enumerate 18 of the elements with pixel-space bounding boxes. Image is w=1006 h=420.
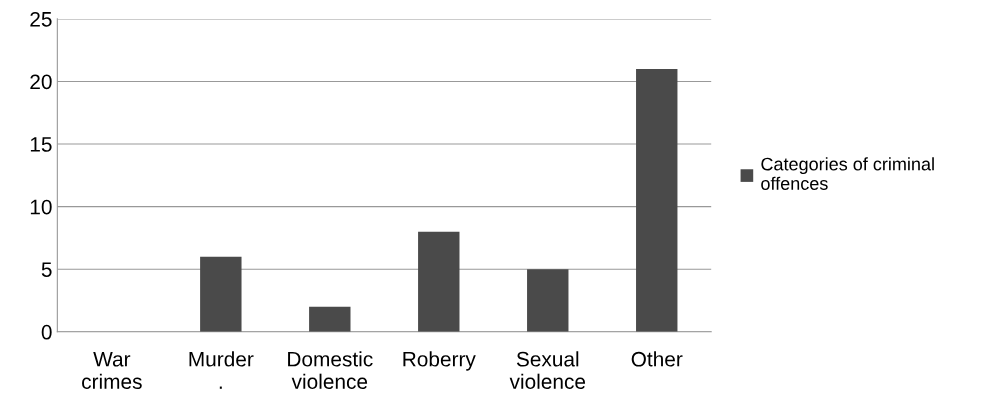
x-tick-label: Murder . <box>189 351 254 389</box>
y-tick-label: 0 <box>41 324 52 340</box>
bar <box>527 269 569 332</box>
legend-label: Categories of criminal offences <box>761 157 934 190</box>
x-tick-label: Roberry <box>403 351 476 371</box>
y-tick-label: 15 <box>30 137 52 152</box>
bar <box>418 231 460 332</box>
y-tick-label: 20 <box>30 74 52 90</box>
x-tick-label: War crimes <box>82 352 142 389</box>
bar <box>636 68 678 332</box>
y-tick-label: 5 <box>41 262 52 277</box>
bar <box>200 256 242 332</box>
y-tick-label: 25 <box>30 11 52 27</box>
x-tick-label: Domestic violence <box>288 351 373 389</box>
x-tick-label: Sexual violence <box>509 351 586 389</box>
y-tick-label: 10 <box>30 199 52 215</box>
bar <box>309 306 351 332</box>
x-tick-label: Other <box>631 351 683 367</box>
